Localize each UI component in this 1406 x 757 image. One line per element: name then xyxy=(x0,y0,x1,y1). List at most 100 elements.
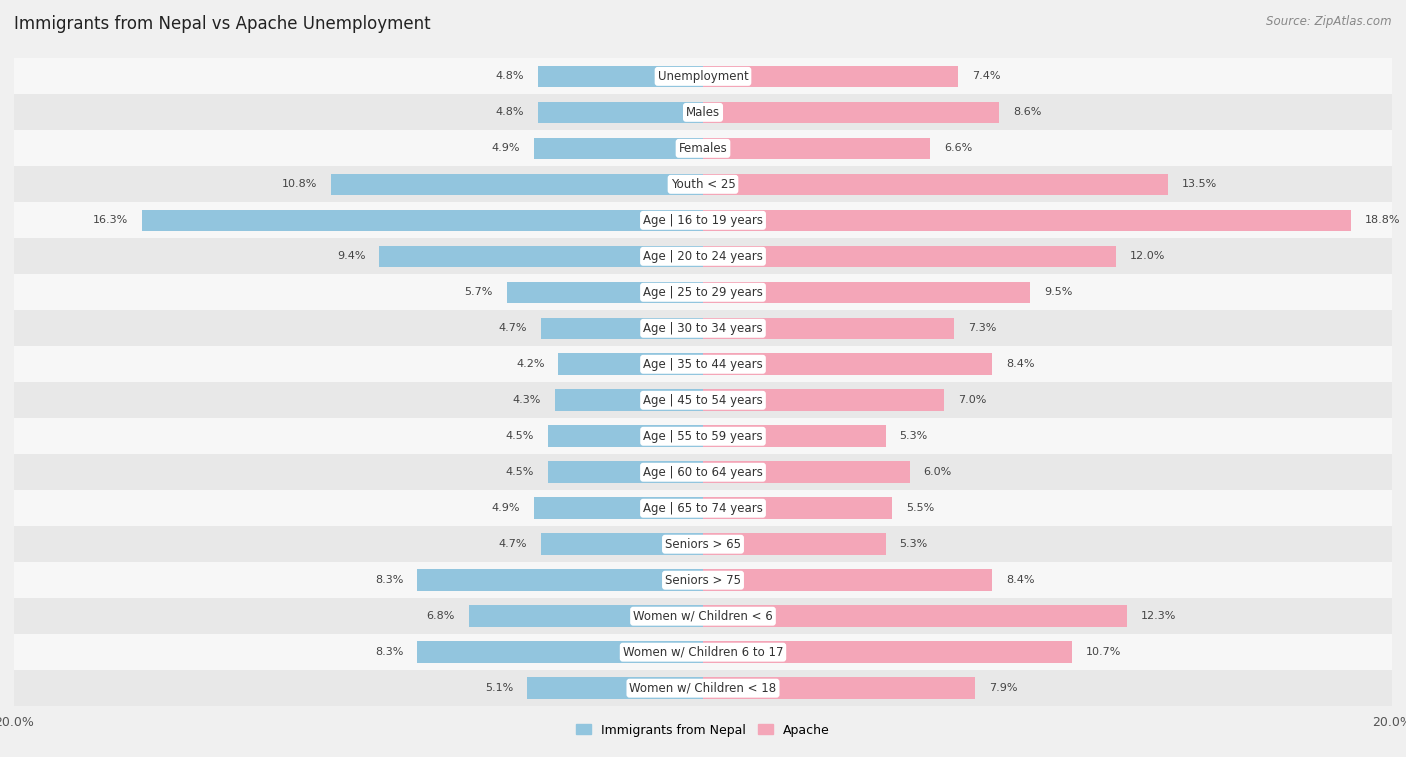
Bar xyxy=(14,598,1392,634)
Bar xyxy=(703,282,1031,303)
Bar xyxy=(703,173,1168,195)
Text: 12.0%: 12.0% xyxy=(1130,251,1166,261)
Text: Women w/ Children < 6: Women w/ Children < 6 xyxy=(633,609,773,623)
Text: 8.4%: 8.4% xyxy=(1007,575,1035,585)
Text: Age | 30 to 34 years: Age | 30 to 34 years xyxy=(643,322,763,335)
Text: Age | 20 to 24 years: Age | 20 to 24 years xyxy=(643,250,763,263)
Bar xyxy=(380,245,703,267)
Bar xyxy=(14,670,1392,706)
Text: 4.8%: 4.8% xyxy=(495,71,524,82)
Bar xyxy=(703,678,976,699)
Text: 4.7%: 4.7% xyxy=(499,323,527,333)
Bar xyxy=(541,317,703,339)
Text: 8.6%: 8.6% xyxy=(1012,107,1042,117)
Bar xyxy=(703,317,955,339)
Bar xyxy=(703,390,945,411)
Bar xyxy=(703,641,1071,663)
Text: 5.3%: 5.3% xyxy=(900,431,928,441)
Bar xyxy=(534,138,703,159)
Text: 8.4%: 8.4% xyxy=(1007,360,1035,369)
Bar xyxy=(703,462,910,483)
Text: 8.3%: 8.3% xyxy=(375,575,404,585)
Bar xyxy=(14,274,1392,310)
Text: 13.5%: 13.5% xyxy=(1182,179,1218,189)
Text: 18.8%: 18.8% xyxy=(1364,215,1400,226)
Bar xyxy=(703,66,957,87)
Text: Age | 60 to 64 years: Age | 60 to 64 years xyxy=(643,466,763,478)
Text: 4.5%: 4.5% xyxy=(506,431,534,441)
Text: Youth < 25: Youth < 25 xyxy=(671,178,735,191)
Bar xyxy=(703,245,1116,267)
Bar xyxy=(468,606,703,627)
Bar xyxy=(703,354,993,375)
Text: Age | 55 to 59 years: Age | 55 to 59 years xyxy=(643,430,763,443)
Text: 9.5%: 9.5% xyxy=(1045,288,1073,298)
Text: Age | 45 to 54 years: Age | 45 to 54 years xyxy=(643,394,763,407)
Bar xyxy=(537,101,703,123)
Bar xyxy=(555,390,703,411)
Text: 4.9%: 4.9% xyxy=(492,143,520,154)
Text: Women w/ Children 6 to 17: Women w/ Children 6 to 17 xyxy=(623,646,783,659)
Text: 8.3%: 8.3% xyxy=(375,647,404,657)
Bar xyxy=(14,130,1392,167)
Text: 7.4%: 7.4% xyxy=(972,71,1000,82)
Bar xyxy=(703,606,1126,627)
Bar xyxy=(534,497,703,519)
Text: Age | 35 to 44 years: Age | 35 to 44 years xyxy=(643,358,763,371)
Bar xyxy=(418,641,703,663)
Text: Women w/ Children < 18: Women w/ Children < 18 xyxy=(630,682,776,695)
Bar xyxy=(541,534,703,555)
Bar xyxy=(14,382,1392,419)
Text: Males: Males xyxy=(686,106,720,119)
Bar xyxy=(330,173,703,195)
Text: 16.3%: 16.3% xyxy=(93,215,128,226)
Legend: Immigrants from Nepal, Apache: Immigrants from Nepal, Apache xyxy=(571,718,835,742)
Text: Seniors > 75: Seniors > 75 xyxy=(665,574,741,587)
Bar xyxy=(558,354,703,375)
Bar xyxy=(506,282,703,303)
Text: Immigrants from Nepal vs Apache Unemployment: Immigrants from Nepal vs Apache Unemploy… xyxy=(14,15,430,33)
Bar xyxy=(527,678,703,699)
Text: 6.0%: 6.0% xyxy=(924,467,952,477)
Text: 4.8%: 4.8% xyxy=(495,107,524,117)
Bar xyxy=(548,425,703,447)
Bar xyxy=(418,569,703,591)
Bar xyxy=(14,310,1392,346)
Text: 10.7%: 10.7% xyxy=(1085,647,1121,657)
Bar xyxy=(142,210,703,231)
Text: Age | 65 to 74 years: Age | 65 to 74 years xyxy=(643,502,763,515)
Bar xyxy=(703,497,893,519)
Bar xyxy=(14,634,1392,670)
Text: 4.7%: 4.7% xyxy=(499,539,527,550)
Text: 7.0%: 7.0% xyxy=(957,395,986,405)
Text: 5.5%: 5.5% xyxy=(907,503,935,513)
Bar xyxy=(14,491,1392,526)
Bar xyxy=(703,101,1000,123)
Text: 7.3%: 7.3% xyxy=(969,323,997,333)
Bar xyxy=(14,167,1392,202)
Text: Age | 25 to 29 years: Age | 25 to 29 years xyxy=(643,286,763,299)
Text: Source: ZipAtlas.com: Source: ZipAtlas.com xyxy=(1267,15,1392,28)
Bar xyxy=(703,425,886,447)
Text: Unemployment: Unemployment xyxy=(658,70,748,83)
Bar xyxy=(14,58,1392,95)
Text: 5.7%: 5.7% xyxy=(464,288,494,298)
Bar xyxy=(703,569,993,591)
Bar xyxy=(14,526,1392,562)
Bar xyxy=(14,238,1392,274)
Bar xyxy=(703,138,931,159)
Text: 9.4%: 9.4% xyxy=(337,251,366,261)
Text: Seniors > 65: Seniors > 65 xyxy=(665,537,741,551)
Text: 6.8%: 6.8% xyxy=(426,611,456,621)
Bar xyxy=(703,210,1351,231)
Bar xyxy=(14,346,1392,382)
Text: 6.6%: 6.6% xyxy=(945,143,973,154)
Text: 4.3%: 4.3% xyxy=(513,395,541,405)
Text: Females: Females xyxy=(679,142,727,155)
Text: 5.1%: 5.1% xyxy=(485,683,513,693)
Bar xyxy=(14,419,1392,454)
Bar xyxy=(14,562,1392,598)
Text: 5.3%: 5.3% xyxy=(900,539,928,550)
Bar xyxy=(14,202,1392,238)
Bar xyxy=(703,534,886,555)
